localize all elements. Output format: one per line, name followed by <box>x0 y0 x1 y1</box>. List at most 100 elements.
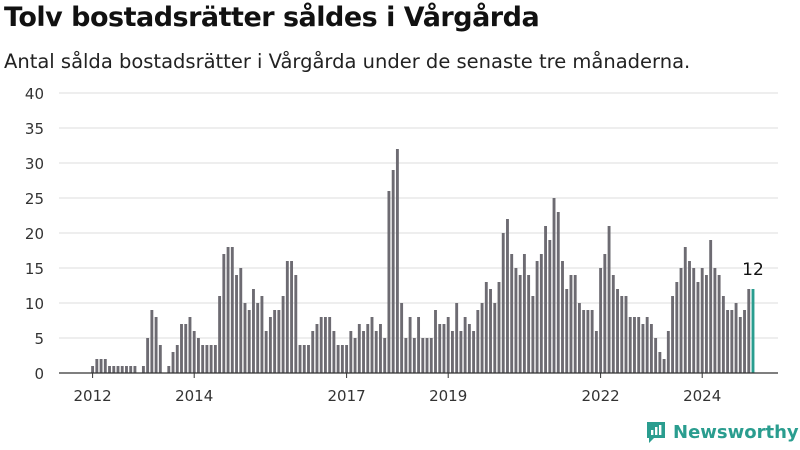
bar <box>429 338 433 373</box>
bar <box>209 345 213 373</box>
bar <box>476 310 480 373</box>
newsworthy-logo-icon <box>647 422 665 443</box>
bar <box>518 275 522 373</box>
bar <box>666 331 670 373</box>
bar <box>628 317 632 373</box>
bar <box>493 303 497 373</box>
bar <box>379 324 382 373</box>
bar <box>603 254 607 373</box>
bar <box>573 275 577 373</box>
bar <box>616 289 619 373</box>
bar <box>561 261 564 373</box>
bar <box>400 303 404 373</box>
bar <box>196 338 200 373</box>
bar <box>349 331 353 373</box>
bar <box>268 317 272 373</box>
bar <box>294 275 298 373</box>
bar <box>692 268 696 373</box>
bar <box>188 317 192 373</box>
bar <box>366 324 370 373</box>
bar <box>721 296 725 373</box>
bar <box>552 198 556 373</box>
bar <box>696 282 700 373</box>
bar <box>510 254 514 373</box>
bar <box>713 268 717 373</box>
bar <box>412 338 416 373</box>
chart-title: Tolv bostadsrätter såldes i Vårgårda <box>4 2 540 33</box>
bar <box>141 366 145 373</box>
bar <box>679 268 683 373</box>
x-tick-label: 2012 <box>74 387 112 405</box>
bar <box>480 303 484 373</box>
bar <box>154 317 158 373</box>
bar <box>387 191 391 373</box>
bar <box>404 338 408 373</box>
bar <box>442 324 446 373</box>
bar <box>222 254 226 373</box>
bar <box>395 149 399 373</box>
x-tick-label: 2014 <box>175 387 213 405</box>
bar <box>671 296 675 373</box>
bar <box>260 296 264 373</box>
x-tick-label: 2017 <box>328 387 366 405</box>
bar <box>662 359 666 373</box>
bar <box>645 317 649 373</box>
bar <box>230 247 234 373</box>
bar <box>290 261 294 373</box>
bar <box>273 310 277 373</box>
y-tick-label: 40 <box>25 85 44 103</box>
bar <box>370 317 374 373</box>
y-tick-label: 20 <box>25 225 44 243</box>
bar <box>357 324 361 373</box>
bar <box>709 240 713 373</box>
bar <box>434 310 437 373</box>
bar <box>323 317 327 373</box>
bar <box>421 338 425 373</box>
bar <box>556 212 560 373</box>
y-tick-label: 35 <box>25 120 44 138</box>
bar <box>624 296 628 373</box>
bar <box>548 240 552 373</box>
bar <box>565 289 569 373</box>
bar <box>243 303 247 373</box>
bar <box>205 345 209 373</box>
bar <box>417 317 421 373</box>
bar <box>633 317 636 373</box>
y-tick-label: 30 <box>25 155 44 173</box>
bar <box>408 317 412 373</box>
bar <box>192 331 196 373</box>
bar <box>103 359 107 373</box>
bar <box>611 275 615 373</box>
bar <box>213 345 217 373</box>
bar <box>99 359 103 373</box>
y-tick-label: 5 <box>34 330 44 348</box>
bar <box>577 303 581 373</box>
bar <box>700 268 704 373</box>
bar <box>590 310 594 373</box>
bar <box>340 345 344 373</box>
bar <box>497 282 501 373</box>
x-tick-label: 2022 <box>582 387 620 405</box>
bar <box>726 310 730 373</box>
bar <box>112 366 116 373</box>
bar <box>594 331 598 373</box>
bar <box>582 310 586 373</box>
y-tick-label: 10 <box>25 295 44 313</box>
bar <box>463 317 467 373</box>
bar <box>743 310 746 373</box>
bar <box>391 170 395 373</box>
bar <box>95 359 99 373</box>
bar <box>641 324 645 373</box>
bar <box>336 345 340 373</box>
bar <box>281 296 285 373</box>
bar <box>158 345 162 373</box>
y-tick-label: 15 <box>25 260 44 278</box>
bar <box>501 233 505 373</box>
bar <box>108 366 111 373</box>
bar <box>607 226 611 373</box>
bar <box>730 310 734 373</box>
bar <box>319 317 323 373</box>
newsworthy-logo: Newsworthy <box>645 420 799 444</box>
bar <box>150 310 154 373</box>
